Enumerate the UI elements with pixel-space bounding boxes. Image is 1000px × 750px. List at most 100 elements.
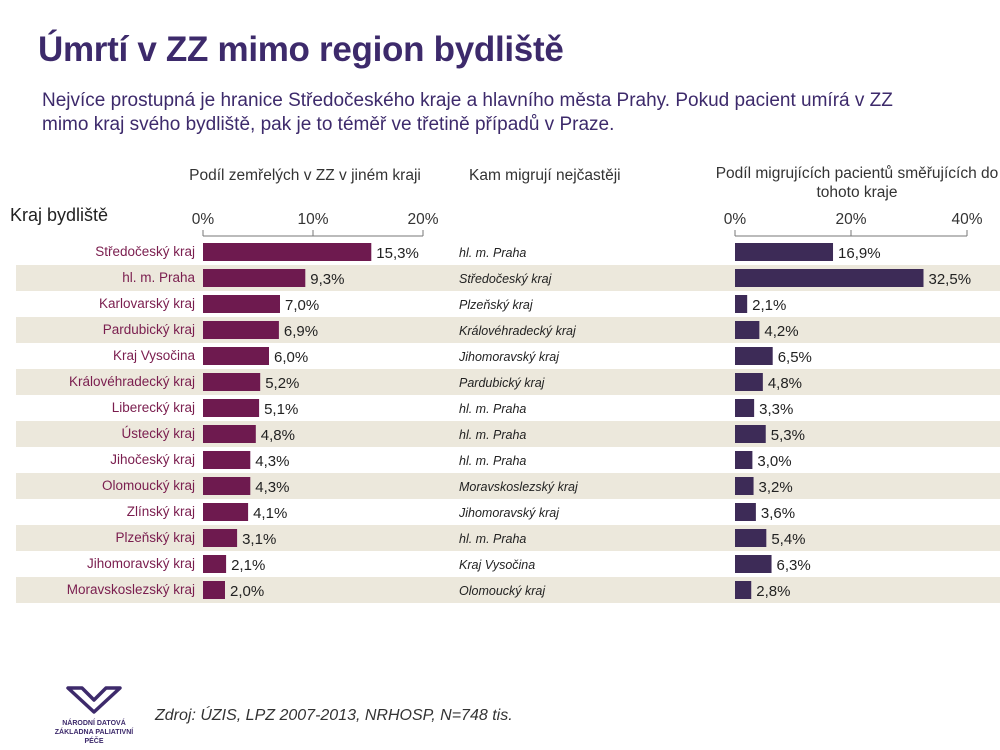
- region-label: Pardubický kraj: [102, 322, 195, 337]
- right-bar: [735, 425, 766, 443]
- left-data-label: 4,1%: [253, 505, 287, 522]
- region-label: Ústecký kraj: [121, 426, 195, 441]
- left-data-label: 5,2%: [265, 375, 299, 392]
- left-bar: [203, 243, 372, 261]
- left-bar: [203, 581, 225, 599]
- left-bar: [203, 451, 251, 469]
- right-data-label: 5,3%: [771, 427, 805, 444]
- destination-label: Pardubický kraj: [459, 376, 545, 390]
- region-column-header: Kraj bydliště: [10, 205, 109, 225]
- region-label: Jihomoravský kraj: [86, 556, 195, 571]
- source-note: Zdroj: ÚZIS, LPZ 2007-2013, NRHOSP, N=74…: [155, 707, 513, 724]
- destination-label: hl. m. Praha: [459, 246, 527, 260]
- left-data-label: 6,0%: [274, 349, 308, 366]
- left-data-label: 7,0%: [285, 297, 319, 314]
- right-tick-label: 0%: [724, 211, 747, 228]
- right-bar: [735, 529, 767, 547]
- region-label: hl. m. Praha: [122, 270, 195, 285]
- left-tick-label: 10%: [297, 211, 328, 228]
- table-row: [16, 577, 1000, 603]
- logo-line-1: NÁRODNÍ DATOVÁ: [62, 720, 126, 727]
- region-label: Jihočeský kraj: [110, 452, 195, 467]
- destination-label: Moravskoslezský kraj: [459, 480, 578, 494]
- destination-label: Plzeňský kraj: [459, 298, 533, 312]
- left-data-label: 4,3%: [255, 479, 289, 496]
- right-tick-label: 40%: [951, 211, 982, 228]
- right-data-label: 4,2%: [764, 323, 798, 340]
- left-bar: [203, 425, 256, 443]
- region-label: Olomoucký kraj: [101, 478, 195, 493]
- right-tick-label: 20%: [835, 211, 866, 228]
- left-data-label: 4,3%: [255, 453, 289, 470]
- right-chart-header: Podíl migrujících pacientů směřujících d…: [715, 165, 999, 201]
- left-data-label: 2,0%: [230, 583, 264, 600]
- left-data-label: 4,8%: [261, 427, 295, 444]
- right-bar: [735, 477, 754, 495]
- left-bar: [203, 555, 227, 573]
- table-row: [16, 421, 1000, 447]
- destination-label: hl. m. Praha: [459, 532, 527, 546]
- table-row: [16, 317, 1000, 343]
- right-data-label: 32,5%: [929, 271, 972, 288]
- left-bar: [203, 269, 306, 287]
- table-row: [16, 369, 1000, 395]
- table-row: [16, 473, 1000, 499]
- region-label: Karlovarský kraj: [98, 296, 195, 311]
- right-bar: [735, 321, 760, 339]
- region-label: Moravskoslezský kraj: [66, 582, 195, 597]
- left-data-label: 3,1%: [242, 531, 276, 548]
- destination-label: Jihomoravský kraj: [459, 350, 560, 364]
- logo-icon: [66, 686, 122, 714]
- right-bar: [735, 243, 834, 261]
- region-label: Královéhradecký kraj: [68, 374, 195, 389]
- destination-label: Středočeský kraj: [459, 272, 552, 286]
- right-data-label: 4,8%: [768, 375, 802, 392]
- left-bar: [203, 477, 251, 495]
- table-row: [16, 525, 1000, 551]
- region-label: Kraj Vysočina: [112, 348, 195, 363]
- page-title: Úmrtí v ZZ mimo region bydliště: [38, 30, 564, 69]
- right-data-label: 2,1%: [752, 297, 786, 314]
- left-bar: [203, 347, 269, 365]
- right-bar: [735, 347, 773, 365]
- right-bar: [735, 581, 752, 599]
- destination-label: Královéhradecký kraj: [459, 324, 576, 338]
- left-bar: [203, 529, 238, 547]
- right-data-label: 6,5%: [778, 349, 812, 366]
- left-data-label: 9,3%: [310, 271, 344, 288]
- page-subtitle: Nejvíce prostupná je hranice Středočeské…: [42, 90, 893, 135]
- left-tick-label: 20%: [407, 211, 438, 228]
- region-label: Plzeňský kraj: [115, 530, 195, 545]
- logo-line-2: ZÁKLADNA PALIATIVNÍ PÉČE: [54, 729, 134, 745]
- left-chart-header: Podíl zemřelých v ZZ v jiném kraji: [189, 167, 421, 184]
- left-bar: [203, 399, 260, 417]
- right-data-label: 3,3%: [759, 401, 793, 418]
- region-label: Zlínský kraj: [126, 504, 195, 519]
- right-bar: [735, 399, 755, 417]
- right-data-label: 16,9%: [838, 245, 881, 262]
- right-data-label: 6,3%: [777, 557, 811, 574]
- middle-column-header: Kam migrují nejčastěji: [469, 167, 621, 184]
- left-data-label: 5,1%: [264, 401, 298, 418]
- right-bar: [735, 555, 772, 573]
- destination-label: hl. m. Praha: [459, 454, 527, 468]
- left-bar: [203, 321, 279, 339]
- left-data-label: 6,9%: [284, 323, 318, 340]
- right-bar: [735, 503, 756, 521]
- left-data-label: 15,3%: [376, 245, 419, 262]
- destination-label: Kraj Vysočina: [459, 558, 536, 572]
- destination-label: Olomoucký kraj: [459, 584, 546, 598]
- right-data-label: 3,0%: [757, 453, 791, 470]
- right-data-label: 3,2%: [759, 479, 793, 496]
- region-label: Liberecký kraj: [111, 400, 195, 415]
- destination-label: hl. m. Praha: [459, 428, 527, 442]
- destination-label: Jihomoravský kraj: [459, 506, 560, 520]
- destination-label: hl. m. Praha: [459, 402, 527, 416]
- logo: NÁRODNÍ DATOVÁ ZÁKLADNA PALIATIVNÍ PÉČE: [48, 684, 140, 746]
- right-data-label: 3,6%: [761, 505, 795, 522]
- right-bar: [735, 269, 924, 287]
- left-data-label: 2,1%: [231, 557, 265, 574]
- right-data-label: 5,4%: [771, 531, 805, 548]
- right-bar: [735, 373, 763, 391]
